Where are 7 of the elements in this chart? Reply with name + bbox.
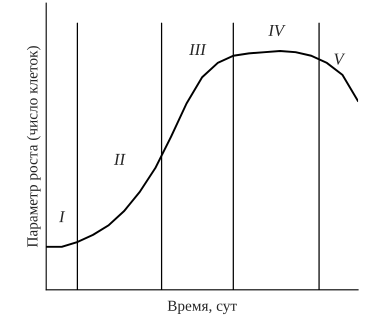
text: IV	[268, 24, 286, 36]
annotation: V	[334, 54, 346, 65]
y-axis-title: Параметр роста (число клеток)	[26, 46, 41, 248]
annotation: III	[189, 44, 206, 55]
annotation: I	[58, 211, 66, 222]
x-axis-title: Время, сут	[168, 300, 237, 314]
annotation: II	[114, 154, 126, 165]
